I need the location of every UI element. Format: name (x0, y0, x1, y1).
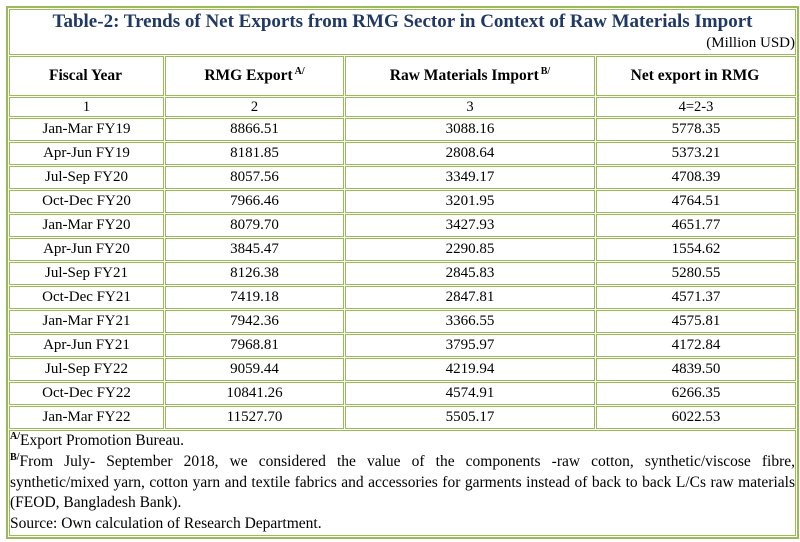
cell-net-export: 5280.55 (596, 262, 796, 285)
cell-net-export: 4708.39 (596, 166, 796, 189)
cell-raw-materials-import: 2290.85 (345, 238, 595, 261)
unit-note: (Million USD) (706, 35, 795, 51)
table-row: Jan-Mar FY22 11527.70 5505.17 6022.53 (9, 406, 796, 429)
cell-rmg-export: 11527.70 (165, 406, 344, 429)
cell-rmg-export: 7942.36 (165, 310, 344, 333)
cell-fiscal-year: Jan-Mar FY20 (9, 214, 164, 237)
table-row: Oct-Dec FY22 10841.26 4574.91 6266.35 (9, 382, 796, 405)
cell-net-export: 6266.35 (596, 382, 796, 405)
cell-rmg-export: 7968.81 (165, 334, 344, 357)
cell-fiscal-year: Oct-Dec FY21 (9, 286, 164, 309)
cell-net-export: 4651.77 (596, 214, 796, 237)
footnote-b-marker: B/ (10, 451, 20, 463)
column-number-2: 2 (165, 97, 344, 117)
cell-rmg-export: 8181.85 (165, 142, 344, 165)
cell-raw-materials-import: 3795.97 (345, 334, 595, 357)
cell-net-export: 5778.35 (596, 118, 796, 141)
footnote-a-marker: A/ (10, 430, 20, 442)
table-2: Table-2: Trends of Net Exports from RMG … (6, 6, 799, 539)
cell-raw-materials-import: 2847.81 (345, 286, 595, 309)
cell-rmg-export: 10841.26 (165, 382, 344, 405)
table-row: Oct-Dec FY20 7966.46 3201.95 4764.51 (9, 190, 796, 213)
table-row: Jul-Sep FY22 9059.44 4219.94 4839.50 (9, 358, 796, 381)
column-header-label: Fiscal Year (48, 67, 123, 84)
column-number-1: 1 (9, 97, 164, 117)
cell-fiscal-year: Oct-Dec FY22 (9, 382, 164, 405)
cell-fiscal-year: Oct-Dec FY20 (9, 190, 164, 213)
table-row: Oct-Dec FY21 7419.18 2847.81 4571.37 (9, 286, 796, 309)
cell-fiscal-year: Jul-Sep FY22 (9, 358, 164, 381)
cell-raw-materials-import: 2808.64 (345, 142, 595, 165)
cell-rmg-export: 9059.44 (165, 358, 344, 381)
table-title: Table-2: Trends of Net Exports from RMG … (52, 11, 753, 32)
cell-rmg-export: 7419.18 (165, 286, 344, 309)
cell-net-export: 4172.84 (596, 334, 796, 357)
cell-net-export: 4571.37 (596, 286, 796, 309)
title-cell: Table-2: Trends of Net Exports from RMG … (9, 9, 796, 55)
cell-fiscal-year: Apr-Jun FY20 (9, 238, 164, 261)
table-row: Apr-Jun FY19 8181.85 2808.64 5373.21 (9, 142, 796, 165)
title-row: Table-2: Trends of Net Exports from RMG … (9, 9, 796, 55)
cell-fiscal-year: Jan-Mar FY22 (9, 406, 164, 429)
cell-fiscal-year: Jul-Sep FY21 (9, 262, 164, 285)
footnote-a-text: Export Promotion Bureau. (20, 432, 185, 449)
table-row: Jul-Sep FY21 8126.38 2845.83 5280.55 (9, 262, 796, 285)
cell-raw-materials-import: 3427.93 (345, 214, 595, 237)
header-row: Fiscal Year RMG Export A/ Raw Materials I… (9, 56, 796, 96)
cell-raw-materials-import: 4574.91 (345, 382, 595, 405)
cell-raw-materials-import: 2845.83 (345, 262, 595, 285)
cell-net-export: 4575.81 (596, 310, 796, 333)
cell-fiscal-year: Jan-Mar FY19 (9, 118, 164, 141)
cell-raw-materials-import: 3088.16 (345, 118, 595, 141)
column-header-raw-materials-import: Raw Materials Import B/ (345, 56, 595, 96)
cell-fiscal-year: Jul-Sep FY20 (9, 166, 164, 189)
cell-fiscal-year: Apr-Jun FY21 (9, 334, 164, 357)
column-header-rmg-export: RMG Export A/ (165, 56, 344, 96)
column-header-net-export: Net export in RMG (596, 56, 796, 96)
cell-rmg-export: 8057.56 (165, 166, 344, 189)
column-header-label: Raw Materials Import (389, 67, 539, 84)
cell-raw-materials-import: 3349.17 (345, 166, 595, 189)
table-body: Jan-Mar FY19 8866.51 3088.16 5778.35 Apr-Jun… (9, 118, 796, 429)
cell-raw-materials-import: 3366.55 (345, 310, 595, 333)
column-number-row: 1 2 3 4=2-3 (9, 97, 796, 117)
source-note-text: Source: Own calculation of Research Depa… (10, 515, 322, 533)
cell-fiscal-year: Jan-Mar FY21 (9, 310, 164, 333)
footnote-cell: A/Export Promotion Bureau. B/From July- … (9, 430, 796, 536)
footnote-a: A/Export Promotion Bureau. (10, 431, 795, 452)
cell-net-export: 5373.21 (596, 142, 796, 165)
cell-net-export: 6022.53 (596, 406, 796, 429)
column-header-superscript: B/ (540, 65, 551, 77)
column-number-4: 4=2-3 (596, 97, 796, 117)
table-row: Apr-Jun FY21 7968.81 3795.97 4172.84 (9, 334, 796, 357)
column-header-fiscal-year: Fiscal Year (9, 56, 164, 96)
cell-rmg-export: 8079.70 (165, 214, 344, 237)
cell-fiscal-year: Apr-Jun FY19 (9, 142, 164, 165)
table-row: Apr-Jun FY20 3845.47 2290.85 1554.62 (9, 238, 796, 261)
cell-net-export: 1554.62 (596, 238, 796, 261)
table-row: Jan-Mar FY21 7942.36 3366.55 4575.81 (9, 310, 796, 333)
column-number-3: 3 (345, 97, 595, 117)
footnote-b: B/From July- September 2018, we consider… (10, 452, 795, 514)
footnote-row: A/Export Promotion Bureau. B/From July- … (9, 430, 796, 536)
table-row: Jan-Mar FY20 8079.70 3427.93 4651.77 (9, 214, 796, 237)
cell-rmg-export: 3845.47 (165, 238, 344, 261)
cell-raw-materials-import: 5505.17 (345, 406, 595, 429)
column-header-label: Net export in RMG (630, 67, 760, 84)
cell-rmg-export: 8866.51 (165, 118, 344, 141)
source-note: Source: Own calculation of Research Depa… (10, 514, 795, 535)
column-header-superscript: A/ (294, 65, 305, 77)
table-row: Jul-Sep FY20 8057.56 3349.17 4708.39 (9, 166, 796, 189)
cell-rmg-export: 8126.38 (165, 262, 344, 285)
column-header-label: RMG Export (204, 67, 293, 84)
cell-net-export: 4764.51 (596, 190, 796, 213)
cell-raw-materials-import: 4219.94 (345, 358, 595, 381)
cell-rmg-export: 7966.46 (165, 190, 344, 213)
cell-net-export: 4839.50 (596, 358, 796, 381)
footnote-b-text: From July- September 2018, we considered… (10, 452, 795, 512)
cell-raw-materials-import: 3201.95 (345, 190, 595, 213)
table-row: Jan-Mar FY19 8866.51 3088.16 5778.35 (9, 118, 796, 141)
